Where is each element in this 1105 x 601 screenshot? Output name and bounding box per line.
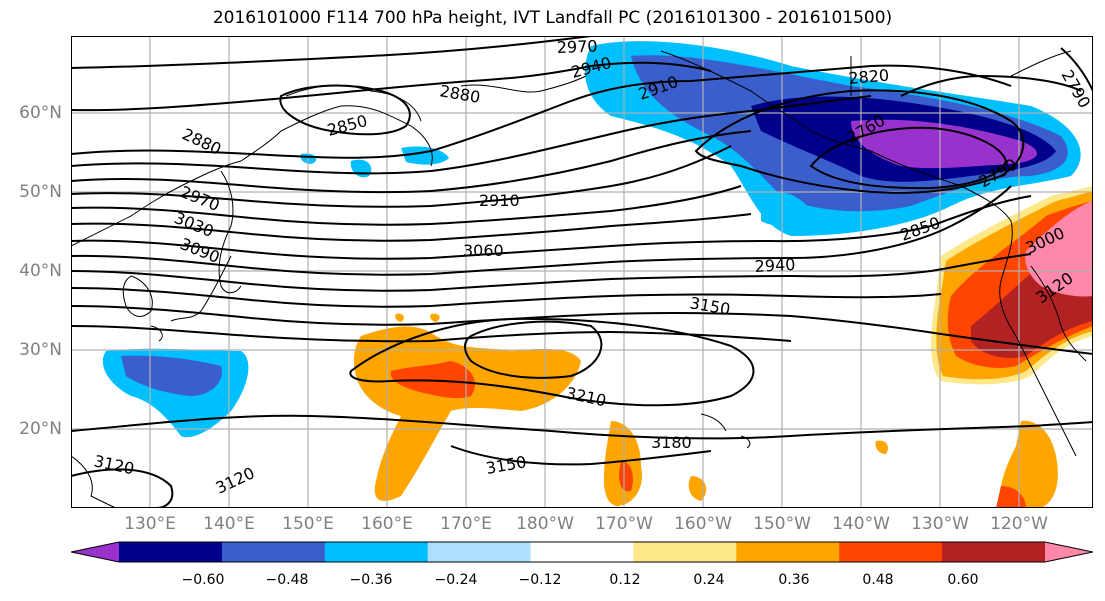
colorbar-segment (221, 542, 326, 562)
lon-label: 160°W (674, 514, 732, 534)
colorbar-extend-min (71, 542, 119, 562)
contour-label: 2820 (848, 66, 890, 88)
colorbar-tick: −0.60 (181, 572, 225, 588)
lon-label: 140°W (832, 514, 890, 534)
contour-label: 3180 (651, 433, 692, 452)
colorbar-tick: 0.60 (947, 572, 979, 588)
height-contours (71, 36, 1093, 508)
colorbar-segment (736, 542, 840, 562)
colorbar-segment (633, 542, 737, 562)
lon-label: 170°W (595, 514, 653, 534)
colorbar-tick: 0.12 (609, 572, 641, 588)
lon-label: 150°E (282, 514, 334, 534)
colorbar-tick: −0.36 (349, 572, 393, 588)
coastlines (71, 50, 1087, 508)
lon-label: 130°E (124, 514, 176, 534)
colorbar-tick: −0.48 (265, 572, 309, 588)
lat-label: 50°N (19, 182, 62, 202)
lon-label: 120°W (990, 514, 1048, 534)
colorbar-tick: 0.36 (778, 572, 810, 588)
colorbar-segment (530, 542, 634, 562)
colorbar-segment (427, 542, 532, 562)
lat-label: 40°N (19, 261, 62, 281)
lat-label: 60°N (19, 103, 62, 123)
colorbar-tick: 0.48 (862, 572, 894, 588)
colorbar-segment (119, 542, 223, 562)
lon-label: 130°W (911, 514, 969, 534)
colorbar-extend-max (1045, 542, 1093, 562)
lon-label: 140°E (203, 514, 255, 534)
colorbar-segment (839, 542, 943, 562)
colorbar-segment (942, 542, 1046, 562)
lon-label: 150°W (753, 514, 811, 534)
map-panel: 2970 2940 2910 2880 2820 2850 2880 2970 … (71, 36, 1093, 508)
contour-label: 2970 (556, 37, 597, 57)
colorbar-outline (71, 541, 1093, 563)
map-plot: 2970 2940 2910 2880 2820 2850 2880 2970 … (71, 36, 1093, 508)
colorbar (71, 541, 1093, 563)
lat-label: 30°N (19, 340, 62, 360)
lat-label: 20°N (19, 419, 62, 439)
lon-label: 160°E (361, 514, 413, 534)
contour-label: 2940 (754, 255, 796, 276)
lon-label: 180°W (516, 514, 574, 534)
map-title: 2016101000 F114 700 hPa height, IVT Land… (212, 8, 893, 28)
contour-label: 2910 (479, 191, 520, 210)
colorbar-tick: −0.24 (434, 572, 478, 588)
contour-label: 3060 (463, 241, 504, 260)
colorbar-tick: 0.24 (693, 572, 725, 588)
colorbar-tick: −0.12 (518, 572, 562, 588)
colorbar-segment (324, 542, 429, 562)
lon-label: 170°E (440, 514, 492, 534)
